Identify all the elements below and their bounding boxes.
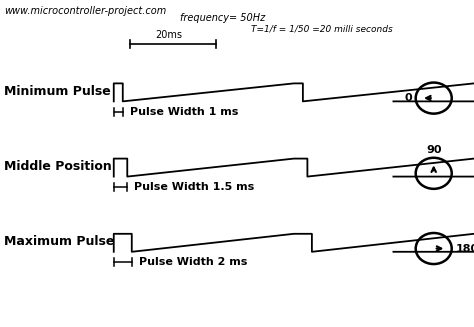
Text: Pulse Width 1.5 ms: Pulse Width 1.5 ms [135,182,255,192]
Text: 20ms: 20ms [155,30,182,40]
Text: Pulse Width 1 ms: Pulse Width 1 ms [130,107,238,117]
Text: 0: 0 [404,93,412,103]
Text: 180: 180 [456,244,474,253]
Text: T=1/f = 1/50 =20 milli seconds: T=1/f = 1/50 =20 milli seconds [251,24,393,33]
Text: Middle Position: Middle Position [4,160,111,173]
Text: Minimum Pulse: Minimum Pulse [4,85,110,98]
Text: 90: 90 [426,145,441,154]
Text: www.microcontroller-project.com: www.microcontroller-project.com [4,6,166,16]
Text: Pulse Width 2 ms: Pulse Width 2 ms [139,257,247,267]
Text: frequency= 50Hz: frequency= 50Hz [180,13,265,23]
Text: Maximum Pulse: Maximum Pulse [4,235,114,249]
